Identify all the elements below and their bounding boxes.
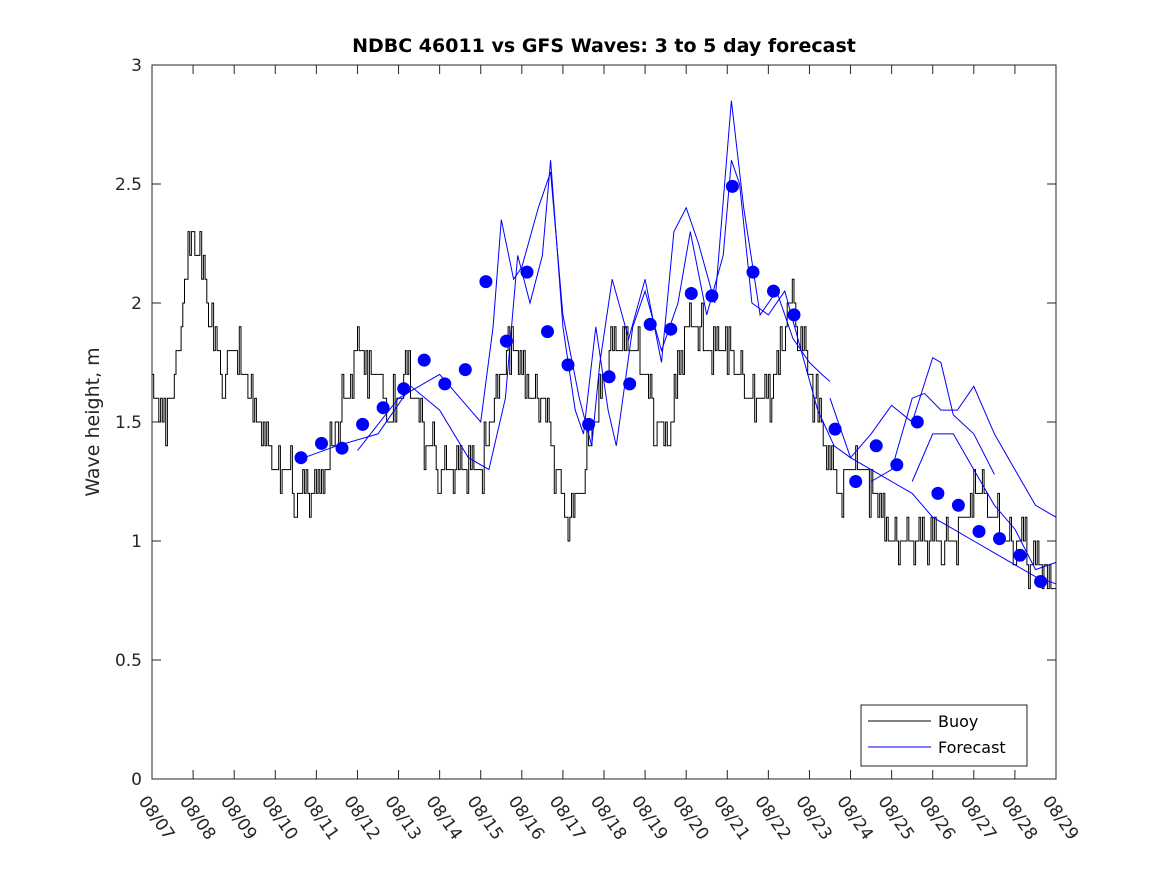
x-tick-label: 08/13 [380, 792, 424, 844]
forecast-point [787, 308, 801, 322]
x-tick-label: 08/12 [339, 792, 383, 844]
forecast-point [890, 458, 904, 472]
buoy-series-line [152, 231, 1056, 590]
forecast-point [993, 532, 1006, 546]
forecast-point [294, 451, 308, 465]
legend: Buoy Forecast [860, 704, 1028, 767]
forecast-point [479, 275, 493, 289]
legend-box [860, 704, 1028, 767]
forecast-point [315, 436, 328, 450]
x-tick-label: 08/24 [832, 792, 876, 844]
chart-title: NDBC 46011 vs GFS Waves: 3 to 5 day fore… [352, 35, 856, 57]
forecast-point [541, 325, 554, 339]
x-tick-label: 08/27 [956, 792, 1000, 844]
forecast-point [438, 377, 452, 391]
forecast-series-line [829, 356, 995, 475]
forecast-point [397, 382, 411, 396]
forecast-point [602, 370, 616, 384]
forecast-point [684, 287, 698, 300]
x-tick-label: 08/11 [298, 792, 342, 844]
forecast-point [356, 417, 370, 431]
x-tick-label: 08/19 [627, 792, 671, 844]
forecast-point [376, 401, 390, 415]
x-tick-label: 08/10 [257, 792, 301, 844]
forecast-point [951, 498, 965, 512]
forecast-series-line [870, 385, 1057, 518]
y-tick-label: 0.5 [115, 651, 142, 671]
y-tick-label: 2 [131, 294, 142, 314]
y-axis-label: Wave height, m [82, 347, 104, 496]
forecast-point [582, 417, 596, 431]
x-tick-label: 08/28 [997, 792, 1041, 844]
forecast-series-line [911, 433, 1057, 571]
forecast-point [869, 439, 883, 453]
y-tick-label: 1 [131, 532, 142, 552]
forecast-point [725, 179, 739, 193]
x-tick-label: 08/26 [915, 792, 959, 844]
forecast-point [1034, 575, 1048, 588]
forecast-point [972, 525, 986, 538]
x-tick-label: 08/29 [1038, 792, 1082, 844]
x-tick-label: 08/21 [709, 792, 753, 844]
forecast-point [623, 377, 637, 391]
x-tick-label: 08/15 [463, 792, 507, 844]
x-tick-label: 08/22 [750, 792, 794, 844]
y-tick-label: 2.5 [115, 175, 142, 195]
forecast-point [458, 363, 472, 377]
forecast-point [705, 289, 719, 303]
forecast-point [931, 486, 945, 500]
forecast-point [1013, 548, 1027, 562]
x-tick-label: 08/23 [791, 792, 835, 844]
x-tick-label: 08/14 [422, 792, 466, 844]
x-tick-label: 08/25 [874, 792, 918, 844]
forecast-point [335, 441, 349, 455]
x-tick-label: 08/16 [504, 792, 548, 844]
forecast-point [417, 353, 431, 367]
y-tick-label: 0 [131, 770, 142, 790]
x-tick-label: 08/09 [216, 792, 260, 844]
legend-forecast-label: Forecast [938, 738, 1006, 757]
x-tick-label: 08/18 [586, 792, 630, 844]
forecast-point [828, 422, 842, 436]
forecast-point [520, 265, 534, 279]
forecast-series-line [357, 100, 831, 451]
forecast-point [664, 322, 678, 336]
axes-box [151, 64, 1057, 780]
x-tick-label: 08/20 [668, 792, 712, 844]
forecast-point [849, 475, 863, 488]
forecast-point [746, 265, 760, 279]
y-tick-label: 1.5 [115, 413, 142, 433]
forecast-point [561, 358, 575, 372]
forecast-point [499, 334, 513, 348]
x-tick-label: 08/08 [175, 792, 219, 844]
x-tick-label: 08/07 [134, 792, 178, 844]
y-tick-label: 3 [131, 56, 142, 76]
forecast-series-line [303, 160, 1057, 585]
forecast-point [767, 284, 780, 298]
forecast-point [910, 415, 924, 429]
legend-buoy-label: Buoy [938, 712, 978, 731]
x-tick-label: 08/17 [545, 792, 589, 844]
forecast-point [643, 317, 657, 331]
